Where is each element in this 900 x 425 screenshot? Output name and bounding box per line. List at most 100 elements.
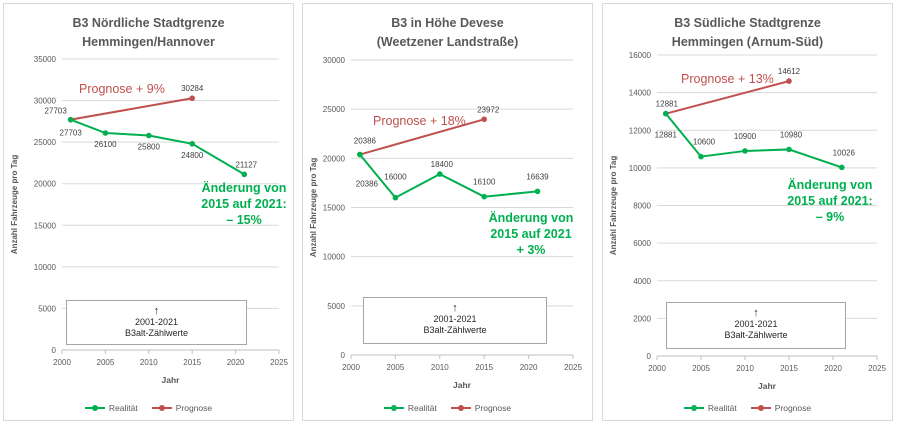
y-tick-label: 14000 — [629, 89, 652, 98]
note-box: ↑ 2001-2021 B3alt-Zählwerte — [66, 300, 247, 345]
note-years: 2001-2021 — [433, 314, 477, 324]
note-years: 2001-2021 — [134, 317, 179, 327]
data-label: 25800 — [138, 142, 161, 151]
x-axis-label: Jahr — [162, 375, 181, 385]
note-box: ↑ 2001-2021 B3alt-Zählwerte — [666, 302, 846, 349]
chart-title-line-1: B3 Südliche Stadtgrenze — [674, 16, 821, 30]
note-description: B3alt-Zählwerte — [423, 325, 487, 335]
legend-swatch-forecast — [450, 404, 471, 412]
legend-label-reality: Realität — [707, 403, 737, 413]
change-annotation-line: 2015 auf 2021: — [787, 194, 872, 208]
chart-panel-3: B3 Südliche Stadtgrenze Hemmingen (Arnum… — [602, 3, 893, 421]
y-tick-label: 0 — [647, 352, 652, 361]
chart-title-line-2: Hemmingen (Arnum-Süd) — [671, 35, 824, 49]
change-annotation-line: Änderung von — [202, 180, 287, 195]
y-tick-label: 4000 — [633, 277, 651, 286]
legend-label-forecast: Prognose — [175, 403, 213, 413]
reality-point — [67, 116, 74, 123]
y-tick-label: 6000 — [633, 239, 651, 248]
data-label: 20386 — [356, 180, 379, 189]
data-label: 27703 — [45, 107, 68, 116]
x-axis-label: Jahr — [453, 380, 472, 390]
x-tick-label: 2025 — [270, 358, 288, 367]
legend-item-reality: Realität — [84, 403, 138, 413]
reality-point — [481, 193, 487, 200]
y-tick-label: 12000 — [629, 126, 652, 135]
change-annotation-line: + 3% — [517, 243, 546, 257]
reality-point — [357, 151, 363, 158]
y-tick-label: 15000 — [323, 204, 346, 213]
line-chart: 0 5000 10000 15000 20000 25000 30000 35000 2000 2… — [10, 55, 288, 385]
legend-swatch-reality — [383, 404, 404, 412]
reality-point — [698, 153, 704, 160]
y-tick-label: 25000 — [323, 105, 346, 114]
data-label: 30284 — [181, 84, 204, 93]
reality-point — [663, 110, 669, 117]
legend-label-forecast: Prognose — [474, 403, 512, 413]
change-annotation-line: 2015 auf 2021: — [201, 197, 286, 211]
x-tick-label: 2010 — [736, 364, 754, 373]
data-label: 10900 — [734, 132, 757, 141]
up-arrow-icon: ↑ — [452, 302, 458, 314]
legend-item-reality: Realität — [683, 403, 737, 413]
x-tick-label: 2025 — [564, 363, 582, 372]
legend: Realität Prognose — [603, 403, 892, 413]
y-tick-label: 25000 — [34, 138, 57, 147]
legend-label-reality: Realität — [407, 403, 437, 413]
x-tick-label: 2000 — [342, 363, 360, 372]
data-label: 10980 — [780, 130, 803, 139]
chart-title: B3 in Höhe Devese (Weetzener Landstraße) — [303, 14, 592, 52]
y-tick-label: 30000 — [323, 56, 346, 65]
data-label: 12881 — [656, 100, 679, 109]
y-axis-label: Anzahl Fahrzeuge pro Tag — [10, 155, 19, 255]
y-axis-label: Anzahl Fahrzeuge pro Tag — [609, 156, 618, 256]
y-tick-label: 20000 — [34, 180, 57, 189]
reality-point — [786, 146, 792, 153]
data-label: 20386 — [354, 137, 377, 146]
y-tick-label: 5000 — [327, 302, 345, 311]
x-tick-label: 2025 — [868, 364, 886, 373]
x-tick-label: 2015 — [780, 364, 798, 373]
x-tick-label: 2000 — [648, 364, 666, 373]
note-box: ↑ 2001-2021 B3alt-Zählwerte — [363, 297, 547, 344]
data-label: 10026 — [833, 148, 856, 157]
x-tick-label: 2020 — [520, 363, 538, 372]
chart-panel-1: B3 Nördliche Stadtgrenze Hemmingen/Hanno… — [3, 3, 294, 421]
data-label: 21127 — [235, 160, 257, 169]
y-axis-label: Anzahl Fahrzeuge pro Tag — [309, 158, 318, 258]
legend: Realität Prognose — [4, 403, 293, 413]
y-tick-label: 30000 — [34, 97, 57, 106]
change-annotation: Änderung von 2015 auf 2021: – 15% — [201, 180, 286, 227]
data-label: 16000 — [384, 173, 407, 182]
forecast-point — [481, 116, 487, 123]
data-label: 27703 — [60, 129, 83, 138]
reality-point — [392, 194, 399, 201]
chart-title: B3 Nördliche Stadtgrenze Hemmingen/Hanno… — [4, 14, 293, 52]
reality-point — [241, 171, 248, 178]
data-label: 16100 — [473, 178, 496, 187]
change-annotation-line: 2015 auf 2021 — [490, 227, 571, 241]
legend-item-forecast: Prognose — [750, 403, 812, 413]
legend-label-forecast: Prognose — [774, 403, 812, 413]
x-tick-label: 2020 — [227, 358, 245, 367]
change-annotation: Änderung von 2015 auf 2021: – 9% — [787, 177, 872, 224]
forecast-line — [359, 118, 485, 156]
data-label: 12881 — [655, 131, 678, 140]
chart-title: B3 Südliche Stadtgrenze Hemmingen (Arnum… — [603, 14, 892, 52]
forecast-point — [189, 95, 195, 102]
legend-swatch-reality — [683, 404, 704, 412]
note-description: B3alt-Zählwerte — [724, 330, 788, 340]
data-label: 26100 — [94, 140, 117, 149]
chart-title-line-1: B3 Nördliche Stadtgrenze — [72, 16, 225, 30]
change-annotation-line: Änderung von — [788, 177, 873, 192]
change-annotation-line: – 9% — [816, 210, 845, 224]
legend-item-reality: Realität — [383, 403, 437, 413]
data-label: 24800 — [181, 151, 204, 160]
x-tick-label: 2015 — [475, 363, 493, 372]
legend-item-forecast: Prognose — [450, 403, 512, 413]
chart-title-line-2: (Weetzener Landstraße) — [376, 35, 519, 49]
x-tick-label: 2010 — [431, 363, 449, 372]
x-tick-label: 2010 — [140, 358, 158, 367]
reality-point — [839, 164, 845, 171]
y-tick-label: 5000 — [38, 304, 56, 313]
